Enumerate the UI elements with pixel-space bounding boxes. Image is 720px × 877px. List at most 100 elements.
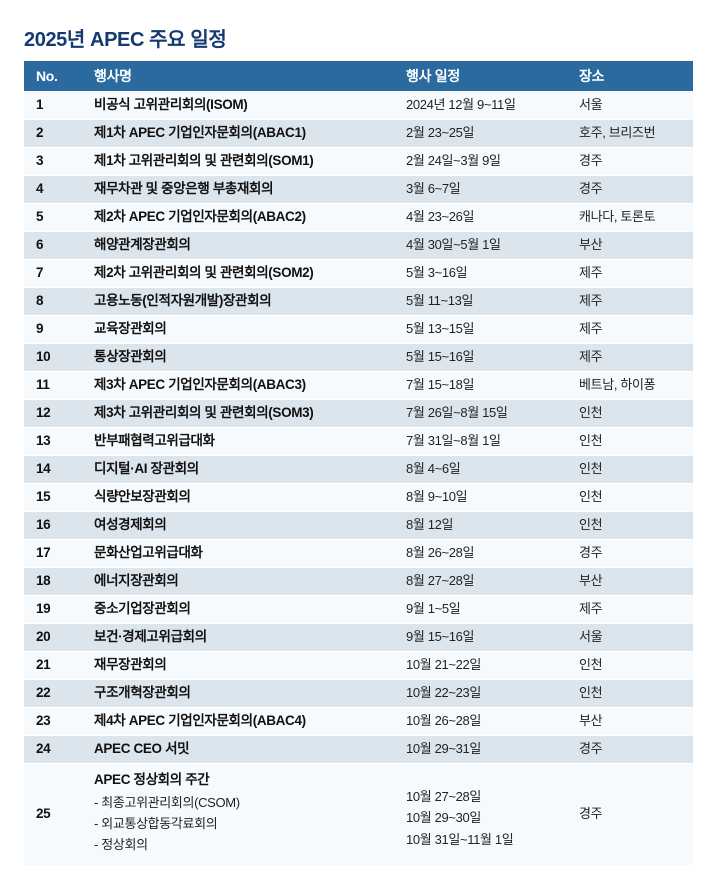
table-row[interactable]: 21 재무장관회의 10월 21~22일 인천 [24,651,693,680]
cell-no: 6 [24,231,80,260]
date-stack: 10월 27~28일 10월 29~30일 10월 31일~11월 1일 [406,769,572,859]
table-row[interactable]: 14 디지털·AI 장관회의 8월 4~6일 인천 [24,455,693,484]
cell-name: 통상장관회의 [80,343,398,372]
cell-date: 9월 1~5일 [398,595,573,624]
cell-place: 호주, 브리즈번 [573,119,693,148]
cell-name: 제2차 APEC 기업인자문회의(ABAC2) [80,203,398,232]
cell-date: 10월 29~31일 [398,735,573,764]
schedule-table-container: No. 행사명 행사 일정 장소 1 비공식 고위관리회의(ISOM) 2024년 … [24,61,693,866]
cell-name: 구조개혁장관회의 [80,679,398,708]
cell-name: 에너지장관회의 [80,567,398,596]
cell-name: 보건·경제고위급회의 [80,623,398,652]
table-row[interactable]: 18 에너지장관회의 8월 27~28일 부산 [24,567,693,596]
cell-name: 제4차 APEC 기업인자문회의(ABAC4) [80,707,398,736]
table-row[interactable]: 9 교육장관회의 5월 13~15일 제주 [24,315,693,344]
cell-no: 18 [24,567,80,596]
sub-event-item: - 최종고위관리회의(CSOM) [94,794,240,810]
sub-event-item: - 정상회의 [94,836,148,852]
sub-event-date: 10월 29~30일 [406,810,482,826]
cell-no: 14 [24,455,80,484]
cell-no: 16 [24,511,80,540]
cell-place: 경주 [573,735,693,764]
cell-date: 8월 12일 [398,511,573,540]
column-header-place: 장소 [573,61,693,92]
cell-date: 8월 27~28일 [398,567,573,596]
cell-date: 2월 24일~3월 9일 [398,147,573,176]
cell-place: 캐나다, 토론토 [573,203,693,232]
table-row[interactable]: 20 보건·경제고위급회의 9월 15~16일 서울 [24,623,693,652]
cell-place: 인천 [573,651,693,680]
table-row[interactable]: 1 비공식 고위관리회의(ISOM) 2024년 12월 9~11일 서울 [24,91,693,120]
sub-event-date: 10월 27~28일 [406,789,482,805]
cell-date: 4월 23~26일 [398,203,573,232]
sub-event-date: 10월 31일~11월 1일 [406,831,514,847]
cell-place: 경주 [573,539,693,568]
column-header-name: 행사명 [80,61,398,92]
cell-date: 3월 6~7일 [398,175,573,204]
cell-place: 인천 [573,399,693,428]
cell-name: 교육장관회의 [80,315,398,344]
cell-name: 고용노동(인적자원개발)장관회의 [80,287,398,316]
table-row[interactable]: 23 제4차 APEC 기업인자문회의(ABAC4) 10월 26~28일 부산 [24,707,693,736]
cell-date: 8월 9~10일 [398,483,573,512]
cell-name: 중소기업장관회의 [80,595,398,624]
cell-name: 제3차 고위관리회의 및 관련회의(SOM3) [80,399,398,428]
cell-no: 1 [24,91,80,120]
cell-no: 10 [24,343,80,372]
table-row[interactable]: 2 제1차 APEC 기업인자문회의(ABAC1) 2월 23~25일 호주, 브리즈… [24,119,693,148]
cell-name: 여성경제회의 [80,511,398,540]
sub-event-item: - 외교통상합동각료회의 [94,815,218,831]
cell-place: 제주 [573,343,693,372]
cell-no: 15 [24,483,80,512]
cell-place: 인천 [573,511,693,540]
table-row[interactable]: 22 구조개혁장관회의 10월 22~23일 인천 [24,679,693,708]
table-row[interactable]: 15 식량안보장관회의 8월 9~10일 인천 [24,483,693,512]
cell-place: 인천 [573,483,693,512]
table-row[interactable]: 13 반부패협력고위급대화 7월 31일~8월 1일 인천 [24,427,693,456]
table-row[interactable]: 10 통상장관회의 5월 15~16일 제주 [24,343,693,372]
table-row[interactable]: 24 APEC CEO 서밋 10월 29~31일 경주 [24,735,693,764]
cell-no: 5 [24,203,80,232]
cell-name: 비공식 고위관리회의(ISOM) [80,91,398,120]
cell-name: APEC CEO 서밋 [80,735,398,764]
table-row[interactable]: 3 제1차 고위관리회의 및 관련회의(SOM1) 2월 24일~3월 9일 경주 [24,147,693,176]
cell-no: 7 [24,259,80,288]
table-row[interactable]: 19 중소기업장관회의 9월 1~5일 제주 [24,595,693,624]
table-row[interactable]: 4 재무차관 및 중앙은행 부총재회의 3월 6~7일 경주 [24,175,693,204]
table-row[interactable]: 12 제3차 고위관리회의 및 관련회의(SOM3) 7월 26일~8월 15일 인천 [24,399,693,428]
cell-no: 17 [24,539,80,568]
cell-date-group: 10월 27~28일 10월 29~30일 10월 31일~11월 1일 [398,763,573,866]
table-row[interactable]: 25 APEC 정상회의 주간 - 최종고위관리회의(CSOM) - 외교통상합동각료… [24,763,693,866]
cell-date: 5월 13~15일 [398,315,573,344]
cell-no: 24 [24,735,80,764]
cell-place: 부산 [573,567,693,596]
cell-no: 4 [24,175,80,204]
cell-place: 경주 [573,763,693,866]
table-header: No. 행사명 행사 일정 장소 [24,61,693,92]
table-row[interactable]: 5 제2차 APEC 기업인자문회의(ABAC2) 4월 23~26일 캐나다, 토론… [24,203,693,232]
schedule-table: No. 행사명 행사 일정 장소 1 비공식 고위관리회의(ISOM) 2024년 … [24,61,693,866]
cell-name: 재무차관 및 중앙은행 부총재회의 [80,175,398,204]
table-row[interactable]: 16 여성경제회의 8월 12일 인천 [24,511,693,540]
cell-name: 제3차 APEC 기업인자문회의(ABAC3) [80,371,398,400]
cell-place: 제주 [573,287,693,316]
cell-date: 2024년 12월 9~11일 [398,91,573,120]
cell-place: 서울 [573,623,693,652]
cell-name: 재무장관회의 [80,651,398,680]
cell-name: 제2차 고위관리회의 및 관련회의(SOM2) [80,259,398,288]
cell-date: 7월 15~18일 [398,371,573,400]
cell-place: 제주 [573,595,693,624]
cell-date: 9월 15~16일 [398,623,573,652]
cell-place: 제주 [573,315,693,344]
table-row[interactable]: 8 고용노동(인적자원개발)장관회의 5월 11~13일 제주 [24,287,693,316]
cell-no: 21 [24,651,80,680]
table-row[interactable]: 6 해양관계장관회의 4월 30일~5월 1일 부산 [24,231,693,260]
cell-date: 8월 4~6일 [398,455,573,484]
cell-no: 25 [24,763,80,866]
table-row[interactable]: 17 문화산업고위급대화 8월 26~28일 경주 [24,539,693,568]
group-title: APEC 정상회의 주간 [94,772,210,787]
table-row[interactable]: 11 제3차 APEC 기업인자문회의(ABAC3) 7월 15~18일 베트남, 하… [24,371,693,400]
column-header-no: No. [24,61,80,92]
cell-no: 20 [24,623,80,652]
table-row[interactable]: 7 제2차 고위관리회의 및 관련회의(SOM2) 5월 3~16일 제주 [24,259,693,288]
